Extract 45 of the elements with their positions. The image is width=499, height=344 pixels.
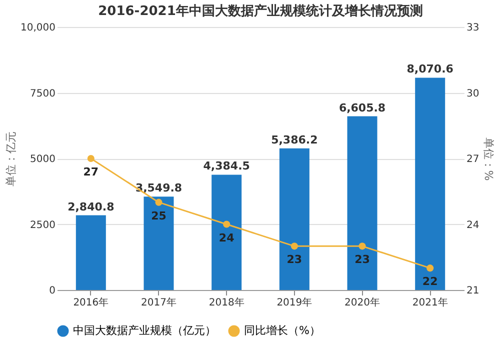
data-label: 4,384.5	[203, 160, 250, 173]
x-tick-label: 2017年	[141, 296, 176, 308]
x-tick-label: 2020年	[344, 296, 380, 308]
point	[290, 242, 298, 250]
data-label: 3,549.8	[135, 182, 182, 195]
legend-label: 同比增长（%）	[244, 324, 320, 337]
y2-tick-label: 21	[466, 286, 480, 296]
y2-tick-label: 27	[466, 154, 480, 165]
y-axis-title: 单位：亿元	[4, 132, 18, 186]
y-tick-label: 5000	[30, 154, 56, 165]
data-label: 27	[83, 166, 99, 178]
y-tick-label: 7500	[30, 88, 56, 100]
x-tick-label: 2018年	[208, 296, 244, 308]
data-label: 23	[354, 253, 370, 266]
y-tick-label: 2500	[30, 220, 56, 231]
data-label: 25	[151, 209, 166, 222]
point	[426, 264, 434, 272]
y2-tick-label: 24	[466, 220, 480, 231]
y2-tick-label: 33	[466, 22, 480, 34]
bar	[415, 78, 446, 290]
data-label: 2,840.8	[68, 200, 114, 214]
data-label: 8,070.6	[406, 62, 454, 76]
x-tick-label: 2021年	[412, 296, 448, 308]
point	[223, 220, 230, 228]
data-label: 22	[422, 275, 438, 288]
data-label: 6,605.8	[338, 101, 386, 114]
x-tick-label: 2019年	[276, 296, 312, 308]
legend-label: 中国大数据产业规模（亿元）	[73, 324, 216, 337]
point	[358, 242, 366, 250]
bar	[76, 215, 106, 290]
point	[155, 198, 162, 206]
y2-tick-label: 30	[466, 88, 480, 100]
data-label: 24	[218, 231, 235, 244]
bar	[144, 196, 174, 290]
y2-axis-title: 单位：%	[482, 137, 496, 181]
bar	[279, 148, 310, 290]
y-tick-label: 0	[49, 286, 56, 296]
point	[87, 154, 94, 162]
data-label: 5,386.2	[271, 133, 318, 146]
y-tick-label: 10,000	[20, 22, 56, 34]
chart-title: 2016-2021年中国大数据产业规模统计及增长情况预测	[98, 3, 423, 19]
x-tick-label: 2016年	[73, 296, 109, 308]
bar	[347, 116, 378, 290]
bar	[212, 174, 242, 290]
data-label: 23	[286, 253, 302, 266]
